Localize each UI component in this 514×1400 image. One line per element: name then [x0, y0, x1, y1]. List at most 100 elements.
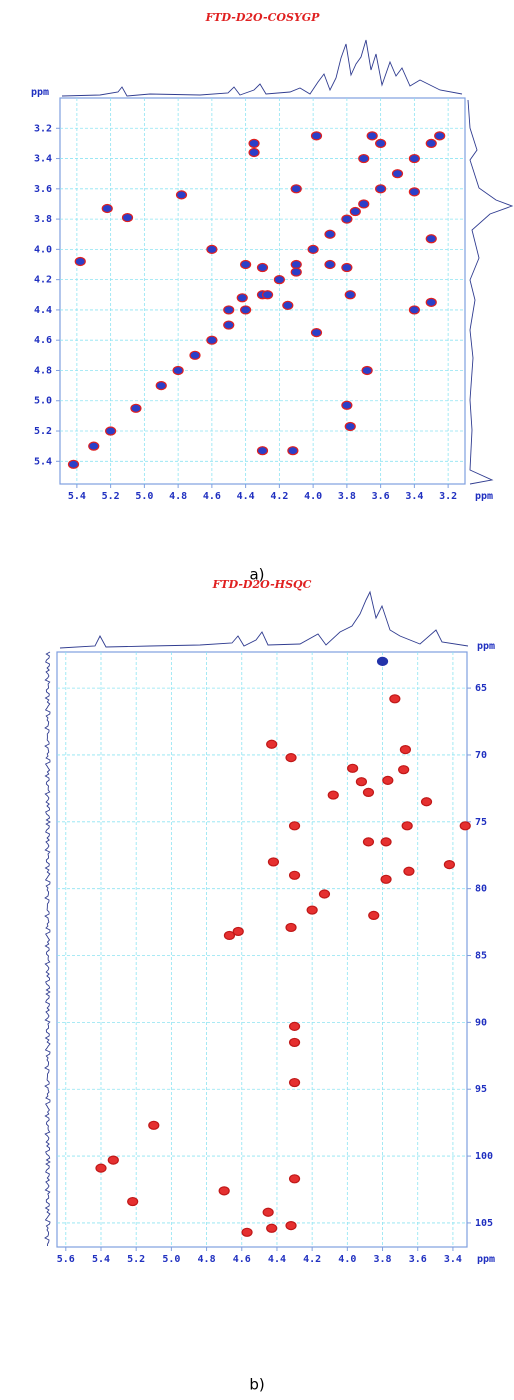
y-tick-label: 80: [475, 884, 487, 895]
peak: [358, 199, 370, 209]
peak: [240, 305, 252, 315]
peak: [389, 694, 401, 704]
y-axis-label: ppm: [31, 87, 49, 98]
y-tick-label: 70: [475, 750, 487, 761]
y-tick-label: 3.6: [34, 184, 52, 195]
peak: [380, 837, 392, 847]
peak: [267, 857, 280, 867]
peak: [273, 275, 285, 285]
peak: [310, 328, 323, 338]
peak: [380, 874, 392, 884]
peak: [434, 131, 446, 141]
peak: [67, 459, 80, 469]
x-tick-label: 4.4: [268, 1254, 286, 1265]
y-tick-label: 5.4: [34, 456, 52, 467]
y-tick-label: 95: [475, 1084, 487, 1095]
peak: [232, 926, 244, 937]
peak: [206, 244, 218, 254]
peak: [403, 866, 415, 876]
peak: [288, 821, 301, 831]
peak: [344, 290, 356, 300]
peak: [375, 138, 387, 149]
peak: [288, 1174, 301, 1184]
peak: [282, 300, 294, 310]
peak: [307, 244, 319, 254]
peak: [399, 745, 412, 755]
peak: [256, 262, 269, 273]
peak: [105, 426, 117, 436]
y-tick-label: 85: [475, 951, 487, 962]
peak: [408, 305, 420, 315]
x-tick-label: 3.2: [439, 491, 457, 502]
peak: [290, 259, 302, 270]
peak: [74, 256, 86, 267]
peak: [290, 267, 302, 277]
peak: [206, 335, 218, 345]
peak: [366, 131, 378, 141]
peak: [223, 320, 235, 330]
plot-frame: [56, 651, 468, 1248]
peak: [172, 365, 184, 376]
x-tick-label: 3.8: [374, 1254, 392, 1265]
peak: [358, 153, 370, 164]
x-tick-label: 5.6: [57, 1254, 75, 1265]
peak: [155, 381, 167, 391]
peak: [341, 214, 353, 224]
peak: [148, 1120, 160, 1130]
y-tick-label: 5.2: [34, 426, 52, 437]
peak: [266, 739, 278, 749]
x-tick-label: 4.6: [203, 491, 221, 502]
peak: [261, 290, 274, 300]
y-tick-label: 4.8: [34, 365, 52, 376]
y-tick-label: 65: [475, 683, 487, 694]
x-tick-label: 5.4: [92, 1254, 110, 1265]
peak: [240, 259, 252, 270]
peak: [223, 930, 236, 941]
peak: [288, 1037, 301, 1048]
peak: [391, 169, 404, 179]
x-tick-label: 4.0: [338, 1254, 356, 1265]
peak: [341, 400, 353, 410]
peak: [223, 305, 235, 315]
peak: [425, 138, 437, 149]
projection-trace: [44, 651, 51, 1247]
x-tick-label: 5.4: [68, 491, 86, 502]
y-tick-label: 3.2: [34, 123, 52, 134]
x-tick-label: 4.2: [303, 1254, 321, 1265]
peak: [130, 403, 142, 413]
peak: [324, 229, 336, 239]
peak: [341, 262, 353, 273]
peak: [107, 1155, 119, 1165]
peak: [121, 212, 134, 223]
peak: [408, 153, 420, 164]
peak: [318, 889, 331, 899]
x-tick-label: 4.8: [198, 1254, 216, 1265]
peak: [88, 441, 100, 451]
peak: [362, 787, 375, 797]
peak: [290, 184, 302, 194]
peak: [349, 206, 361, 217]
x-tick-label: 3.6: [372, 491, 390, 502]
peak: [218, 1186, 230, 1196]
y-tick-label: 4.4: [34, 305, 52, 316]
x-tick-label: 3.4: [405, 491, 423, 502]
x-tick-label: 5.2: [102, 491, 120, 502]
projection-trace: [59, 590, 469, 649]
chart-title: FTD-D2O-HSQC: [212, 578, 312, 591]
peak: [376, 656, 389, 666]
y-tick-label: 3.8: [34, 214, 52, 225]
peak: [288, 1021, 301, 1031]
peak: [361, 365, 373, 376]
y-tick-label: 5.0: [34, 396, 52, 407]
peak: [401, 821, 413, 831]
peak: [248, 138, 260, 149]
peak: [127, 1196, 139, 1207]
peak: [236, 293, 248, 303]
peak: [285, 922, 297, 933]
peak: [362, 837, 375, 847]
x-tick-label: 5.0: [135, 491, 153, 502]
peak: [288, 870, 301, 880]
peak: [266, 1223, 278, 1233]
